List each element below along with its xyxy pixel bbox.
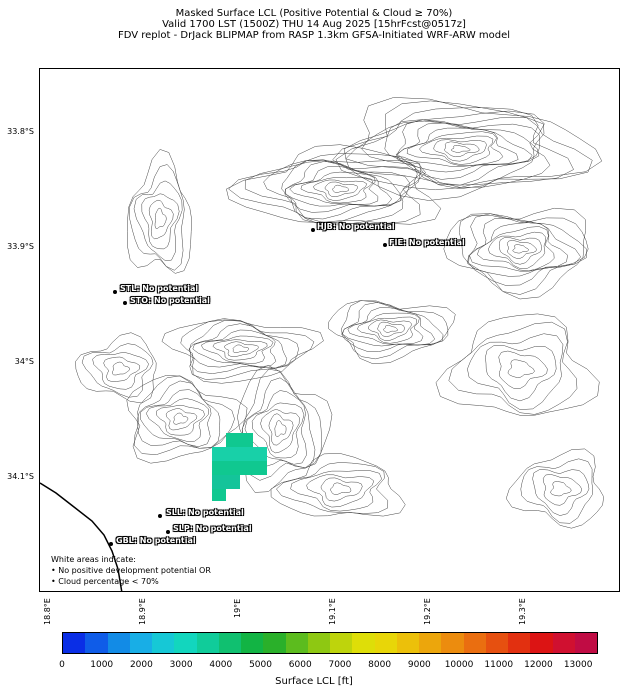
station-label-sll: SLL: No potential <box>166 508 244 517</box>
chart-title-line-3: FDV replot - DrJack BLIPMAP from RASP 1.… <box>117 30 511 41</box>
colorbar-swatch <box>196 633 219 653</box>
lat-tick-34: 34°S <box>14 357 34 366</box>
colorbar-tick: 8000 <box>368 660 392 670</box>
station-label-gbl: GBL: No potential <box>116 536 196 545</box>
colorbar-tick: 2000 <box>129 660 153 670</box>
station-label-fie: FIE: No potential <box>389 238 465 247</box>
colorbar-label: Surface LCL [ft] <box>275 676 353 687</box>
legend-note: White areas indicate: • No positive deve… <box>51 554 211 587</box>
note-line-2: • No positive development potential OR <box>51 566 211 575</box>
chart-title-line-1: Masked Surface LCL (Positive Potential &… <box>175 8 453 19</box>
note-line-1: White areas indicate: <box>51 555 137 564</box>
station-label-hjb: HJB: No potential <box>317 222 395 231</box>
lon-tick-18-8: 18.8°E <box>43 598 52 625</box>
chart-title-line-2: Valid 1700 LST (1500Z) THU 14 Aug 2025 [… <box>162 19 466 30</box>
colorbar-tick: 3000 <box>169 660 193 670</box>
colorbar-swatch <box>285 633 308 653</box>
station-label-slp: SLP: No potential <box>173 524 252 533</box>
colorbar-tick: 1000 <box>90 660 114 670</box>
colorbar-swatch <box>530 633 553 653</box>
lon-tick-19-3: 19.3°E <box>518 598 527 625</box>
colorbar-tick: 0 <box>59 660 65 670</box>
station-marker-stl <box>113 290 117 294</box>
station-marker-fie <box>383 243 387 247</box>
colorbar-swatch <box>307 633 330 653</box>
station-marker-sll <box>158 514 162 518</box>
colorbar-swatch <box>485 633 508 653</box>
coastline <box>40 482 123 591</box>
colorbar-swatch <box>85 633 108 653</box>
colorbar-tick: 6000 <box>288 660 312 670</box>
colorbar-tick: 13000 <box>563 660 593 670</box>
lat-tick-34-1: 34.1°S <box>7 472 34 481</box>
colorbar-tick: 12000 <box>524 660 553 670</box>
lat-tick-33-9: 33.9°S <box>7 242 34 251</box>
colorbar-tick: 10000 <box>444 660 474 670</box>
colorbar-tick: 5000 <box>249 660 272 670</box>
colorbar-swatch <box>352 633 375 653</box>
lon-tick-19: 19°E <box>233 598 242 618</box>
lat-tick-33-8: 33.8°S <box>7 127 34 136</box>
colorbar <box>62 632 598 654</box>
colorbar-swatch <box>396 633 419 653</box>
colorbar-swatch <box>463 633 486 653</box>
colorbar-tick: 7000 <box>328 660 352 670</box>
colorbar-swatch <box>241 633 264 653</box>
lon-tick-18-9: 18.9°E <box>138 598 147 625</box>
colorbar-swatch <box>218 633 241 653</box>
colorbar-swatch <box>129 633 152 653</box>
colorbar-swatch <box>107 633 130 653</box>
colorbar-swatch <box>508 633 531 653</box>
colorbar-swatch <box>174 633 197 653</box>
colorbar-swatch <box>63 633 86 653</box>
lcl-highlight-area <box>212 433 267 501</box>
station-marker-slp <box>166 530 170 534</box>
terrain-contours <box>40 97 604 591</box>
station-label-stl: STL: No potential <box>120 284 199 293</box>
station-label-sto: STO: No potential <box>130 296 210 305</box>
map-panel <box>39 68 620 592</box>
station-marker-hjb <box>311 228 315 232</box>
colorbar-tick: 4000 <box>209 660 233 670</box>
station-marker-sto <box>123 301 127 305</box>
station-marker-gbl <box>109 542 113 546</box>
colorbar-swatch <box>152 633 175 653</box>
colorbar-swatch <box>330 633 353 653</box>
colorbar-tick: 11000 <box>484 660 514 670</box>
colorbar-swatch <box>263 633 286 653</box>
colorbar-swatch <box>574 633 597 653</box>
note-line-3: • Cloud percentage < 70% <box>51 577 159 586</box>
colorbar-swatch <box>441 633 464 653</box>
lon-tick-19-2: 19.2°E <box>423 598 432 625</box>
colorbar-tick: 9000 <box>407 660 431 670</box>
colorbar-swatch <box>374 633 397 653</box>
colorbar-swatch <box>552 633 575 653</box>
lon-tick-19-1: 19.1°E <box>328 598 337 625</box>
colorbar-swatch <box>419 633 442 653</box>
